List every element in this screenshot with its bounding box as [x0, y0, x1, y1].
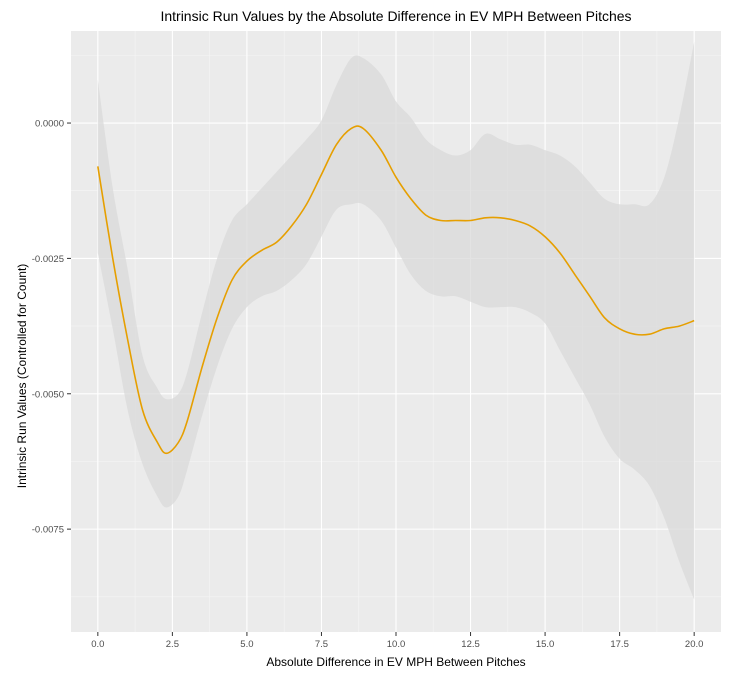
x-tick-label: 20.0: [685, 639, 704, 650]
y-tick-label: -0.0025: [32, 254, 64, 265]
y-tick-label: -0.0050: [32, 389, 64, 400]
x-tick-label: 17.5: [610, 639, 629, 650]
confidence-band: [97, 41, 695, 600]
x-tick-label: 2.5: [166, 639, 179, 650]
smooth-line: [97, 125, 695, 455]
y-axis-label: Intrinsic Run Values (Controlled for Cou…: [15, 264, 29, 489]
y-tick-label: 0.0000: [35, 119, 64, 130]
y-tick-label: -0.0075: [32, 525, 64, 536]
x-tick-label: 0.0: [91, 639, 104, 650]
x-tick-label: 7.5: [315, 639, 328, 650]
x-tick-label: 12.5: [461, 639, 480, 650]
chart-title: Intrinsic Run Values by the Absolute Dif…: [160, 8, 631, 24]
x-tick-label: 5.0: [240, 639, 253, 650]
y-axis-ticks: 0.0000 -0.0025 -0.0050 -0.0075: [32, 119, 71, 536]
x-axis-ticks: 0.0 2.5 5.0 7.5 10.0 12.5 15.0 17.5 20.0: [91, 632, 703, 650]
x-axis-label: Absolute Difference in EV MPH Between Pi…: [266, 655, 525, 669]
x-tick-label: 15.0: [536, 639, 555, 650]
x-tick-label: 10.0: [387, 639, 406, 650]
